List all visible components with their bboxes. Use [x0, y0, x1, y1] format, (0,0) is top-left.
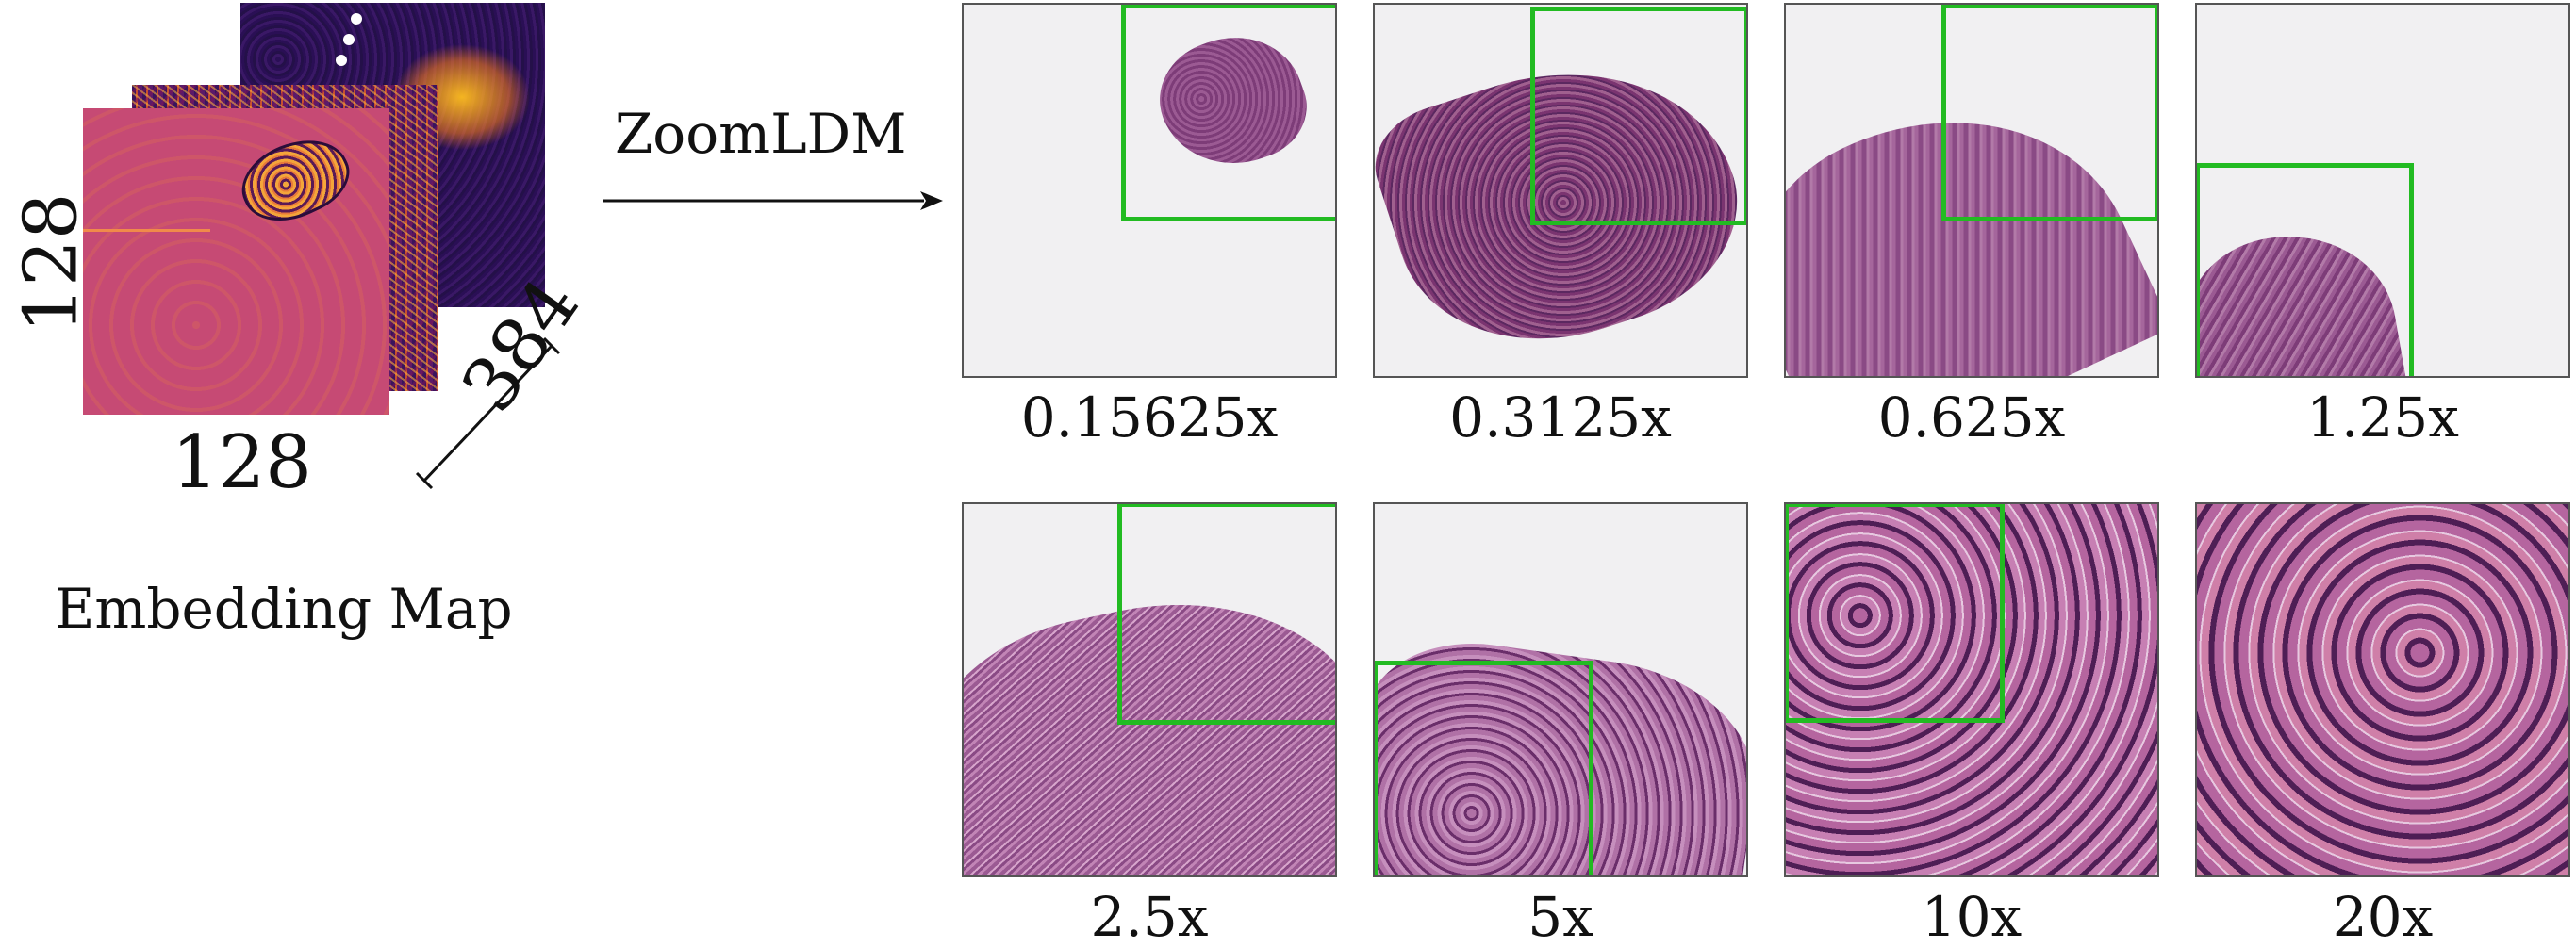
tile-label: 10x [1921, 885, 2023, 949]
tile-label: 1.25x [2306, 385, 2459, 450]
zoom-region-box [1117, 504, 1335, 725]
tile-2-5x [962, 502, 1337, 877]
embedding-width-label: 128 [172, 420, 312, 505]
zoom-region-box [1786, 504, 2005, 723]
ellipsis-dots-icon [336, 13, 362, 66]
tile-label: 2.5x [1090, 885, 1209, 949]
tile-10x [1784, 502, 2159, 877]
embedding-map-caption: Embedding Map [55, 577, 513, 641]
zoom-region-box [2197, 163, 2414, 376]
tile-label: 20x [2332, 885, 2434, 949]
zoom-region-box [1941, 5, 2157, 221]
tile-0-625x [1784, 3, 2159, 378]
tile-label: 0.3125x [1449, 385, 1672, 450]
tile-label: 0.625x [1877, 385, 2066, 450]
zoom-region-box [1375, 661, 1593, 875]
embedding-height-label: 128 [8, 192, 94, 334]
model-label: ZoomLDM [615, 102, 907, 166]
embedding-highlight-region [233, 127, 357, 233]
tile-1-25x [2195, 3, 2570, 378]
tile-0-15625x [962, 3, 1337, 378]
tile-label: 0.15625x [1020, 385, 1279, 450]
embedding-streak [83, 229, 210, 232]
tile-5x [1373, 502, 1748, 877]
zoom-region-box [1121, 5, 1335, 221]
tile-label: 5x [1527, 885, 1593, 949]
zoom-region-box [1530, 7, 1746, 225]
depth-dimension-line [415, 336, 561, 490]
tile-20x [2195, 502, 2570, 877]
right-arrow-icon [603, 191, 943, 210]
embedding-layer-front [83, 108, 389, 415]
tile-0-3125x [1373, 3, 1748, 378]
